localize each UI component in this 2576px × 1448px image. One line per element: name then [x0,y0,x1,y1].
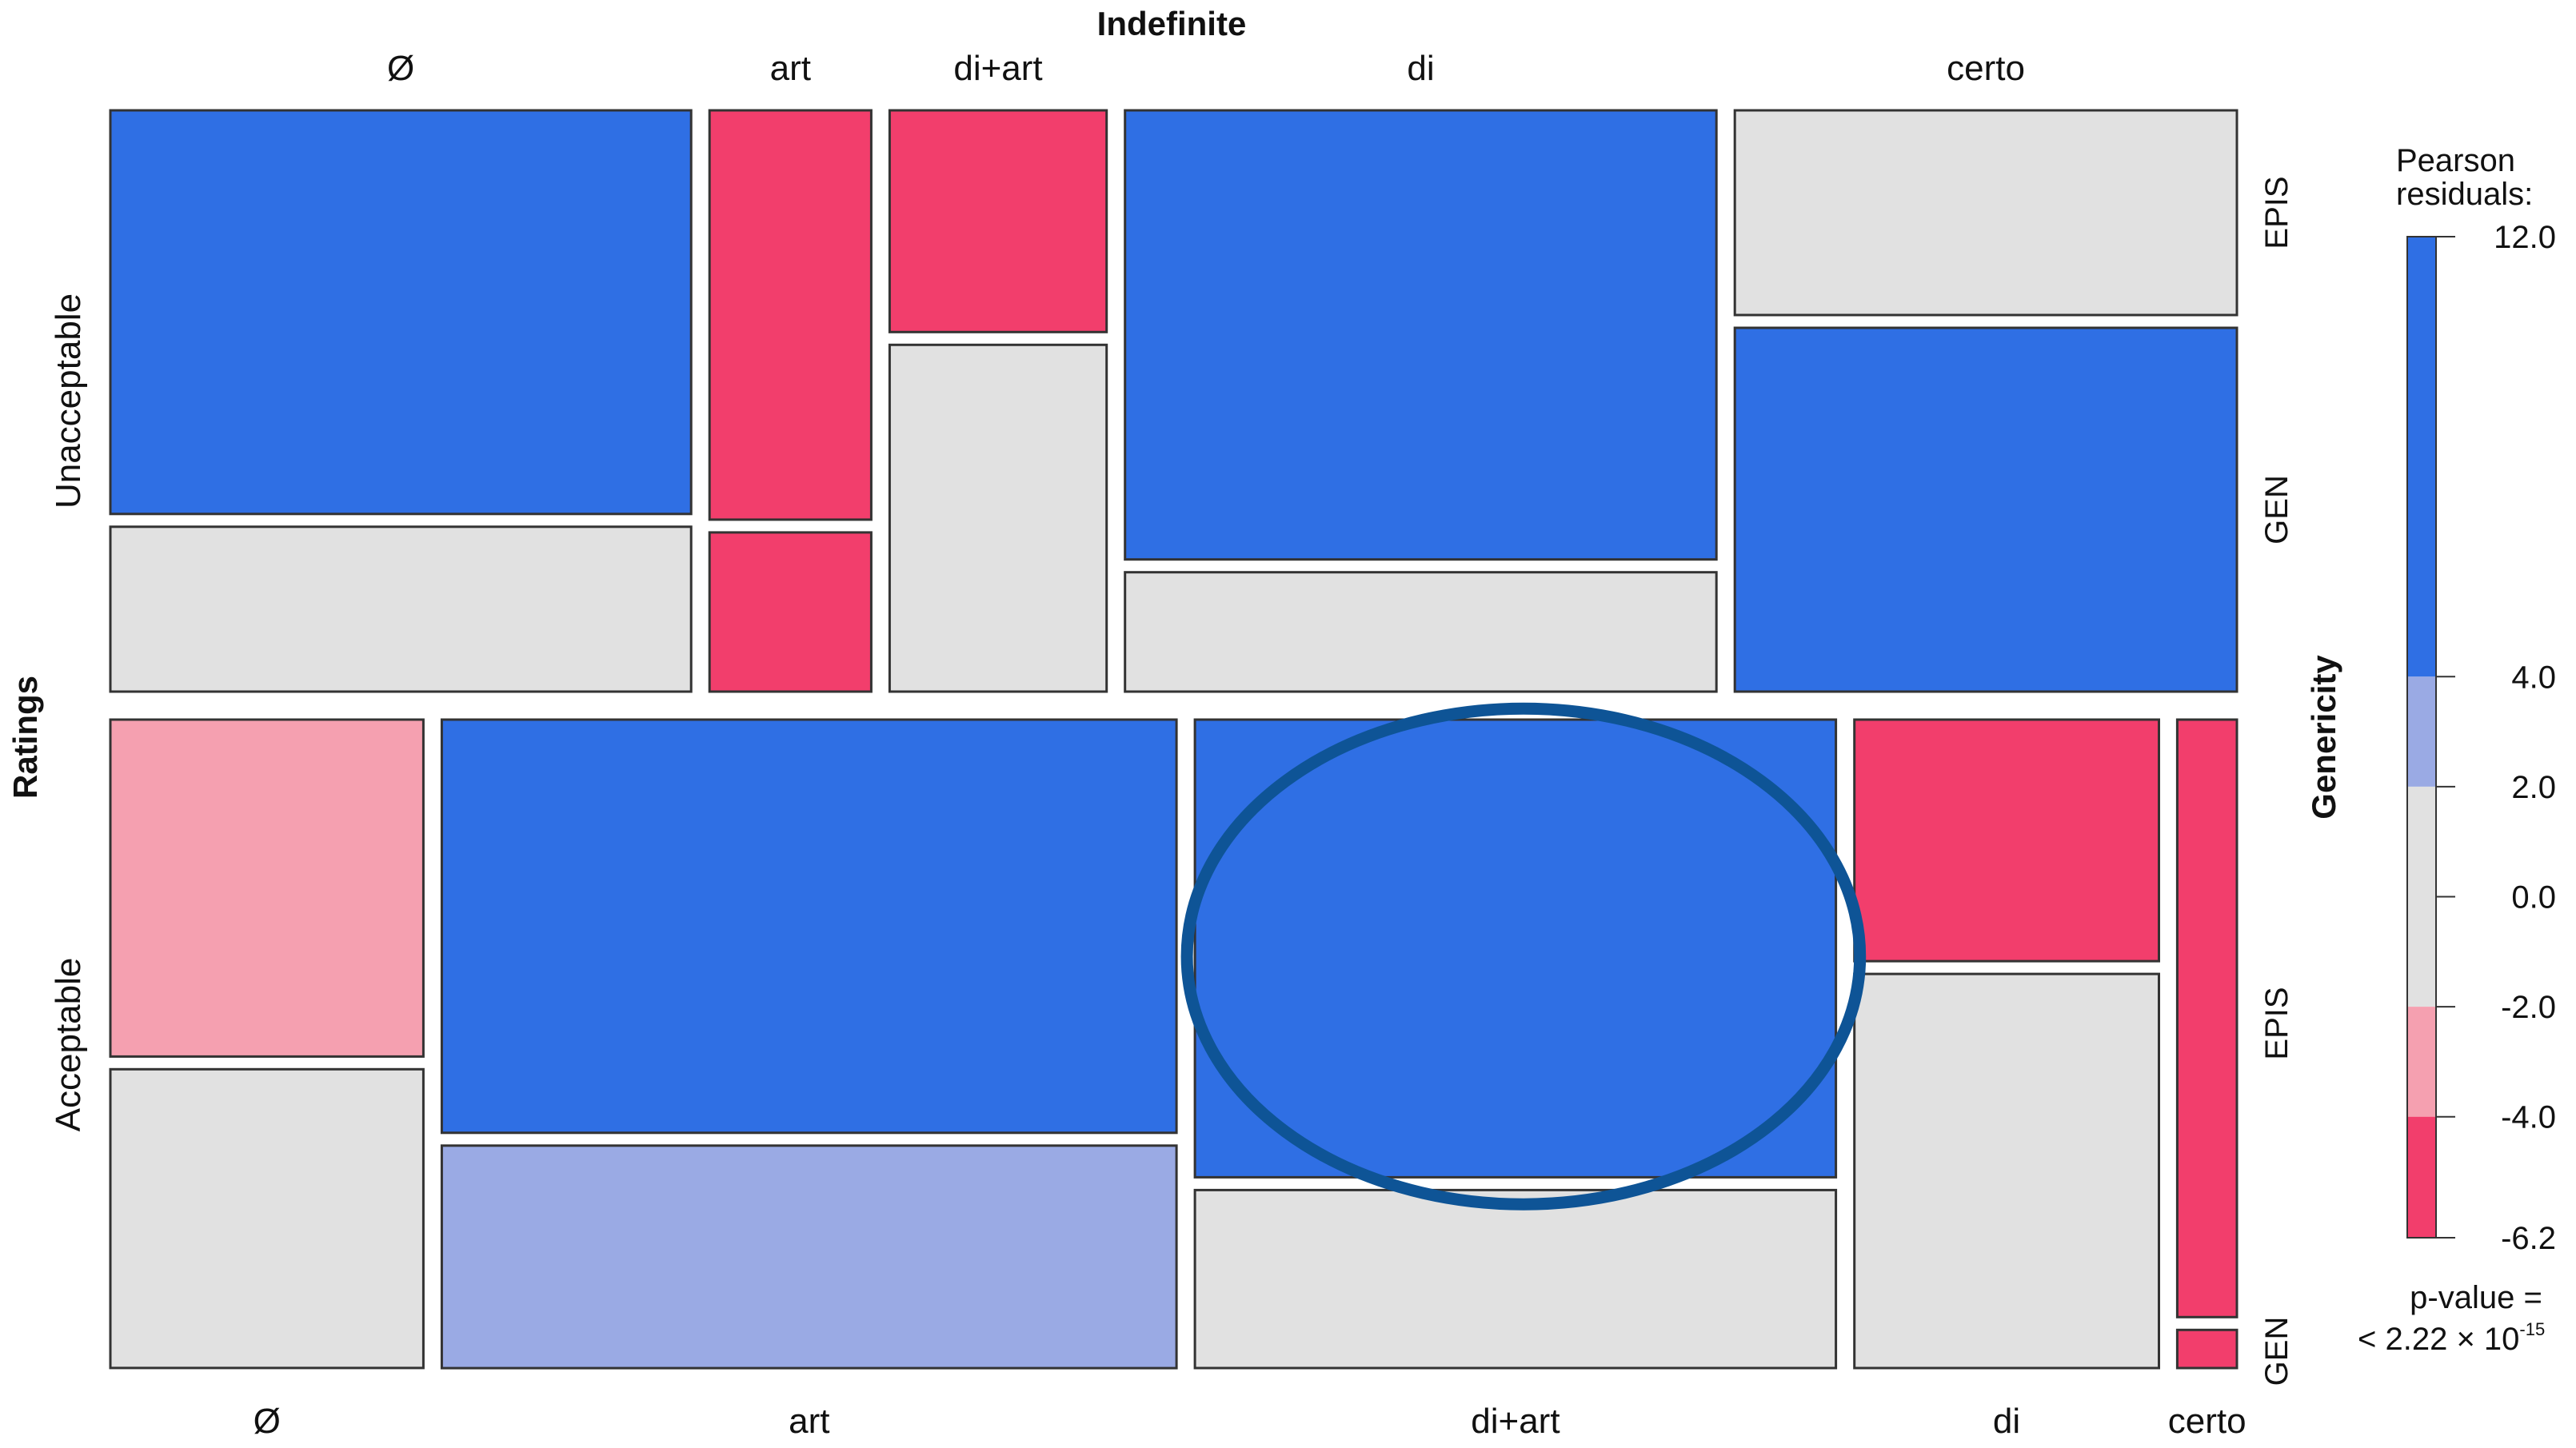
bottom-category-label-di: di [1993,1402,2020,1441]
rating-label-unacceptable: Unacceptable [49,293,88,509]
top-category-label-zero: Ø [387,49,414,88]
tile-acceptable-art-epis [440,718,1178,1135]
pvalue-line2: < 2.22 × 10-15 [2358,1319,2545,1357]
tile-unacceptable-certo-gen [1733,326,2239,693]
genericity-label-gen-bottom: GEN [2259,1317,2294,1386]
right-variable-label: Genericity [2305,655,2342,820]
legend-band-1 [2407,676,2436,787]
tile-unacceptable-di-plus-art-epis [888,109,1108,333]
tile-unacceptable-zero-epis [109,109,693,516]
tile-acceptable-di-epis [1853,718,2160,963]
tile-acceptable-di-plus-art-epis [1193,718,1838,1179]
legend-tick-label: -2.0 [2501,990,2556,1025]
left-variable-label: Ratings [6,676,44,799]
rating-label-acceptable: Acceptable [49,958,88,1132]
legend-band-0 [2407,237,2436,677]
pvalue-exponent: -15 [2519,1319,2545,1339]
highlight-ellipse [1180,702,1867,1211]
legend-tick-label: 4.0 [2511,660,2556,695]
tile-unacceptable-di-epis [1124,109,1718,561]
legend-tick-label: 12.0 [2494,220,2556,255]
top-variable-label: Indefinite [1097,5,1247,42]
top-category-label-certo: certo [1947,49,2025,88]
genericity-label-gen-top: GEN [2259,475,2294,544]
tile-acceptable-art-gen [440,1144,1178,1370]
top-category-label-art: art [770,49,811,88]
legend-title-line2: residuals: [2396,177,2533,212]
legend-tick-label: 2.0 [2511,770,2556,805]
legend-tick-label: 0.0 [2511,880,2556,915]
tile-unacceptable-di-gen [1124,571,1718,693]
genericity-label-epis-top: EPIS [2259,176,2294,249]
bottom-category-label-zero: Ø [254,1402,281,1441]
tile-unacceptable-di-plus-art-gen [888,343,1108,693]
tile-acceptable-di-plus-art-gen [1193,1188,1838,1370]
mosaic-tiles [109,109,2239,1370]
tile-unacceptable-certo-epis [1733,109,2239,317]
tile-unacceptable-art-epis [708,109,873,521]
tile-unacceptable-zero-gen [109,525,693,693]
legend-band-4 [2407,1116,2436,1238]
bottom-category-label-art: art [789,1402,829,1441]
legend-band-2 [2407,786,2436,1007]
top-category-label-di: di [1407,49,1434,88]
tile-acceptable-certo-epis [2175,718,2239,1318]
pvalue-line1: p-value = [2410,1280,2542,1315]
legend-title-line1: Pearson [2396,143,2515,178]
legend-tick-label: -6.2 [2501,1221,2556,1256]
top-category-label-di-plus-art: di+art [953,49,1042,88]
legend-band-3 [2407,1007,2436,1117]
tile-acceptable-zero-epis [109,718,425,1058]
tile-acceptable-zero-gen [109,1067,425,1370]
tile-unacceptable-art-gen [708,531,873,693]
bottom-category-label-di-plus-art: di+art [1471,1402,1560,1441]
bottom-category-label-certo: certo [2168,1402,2247,1441]
legend-tick-label: -4.0 [2501,1100,2556,1135]
highlight-overlay [1180,702,1867,1211]
tile-acceptable-di-gen [1853,972,2160,1370]
tile-acceptable-certo-gen [2175,1328,2239,1370]
mosaic-labels: Indefinite Ø art di+art di certo Ø art di+art di c… [6,5,2342,1441]
genericity-label-epis-bottom: EPIS [2259,987,2294,1059]
legend-bar-outline [2406,236,2437,1239]
